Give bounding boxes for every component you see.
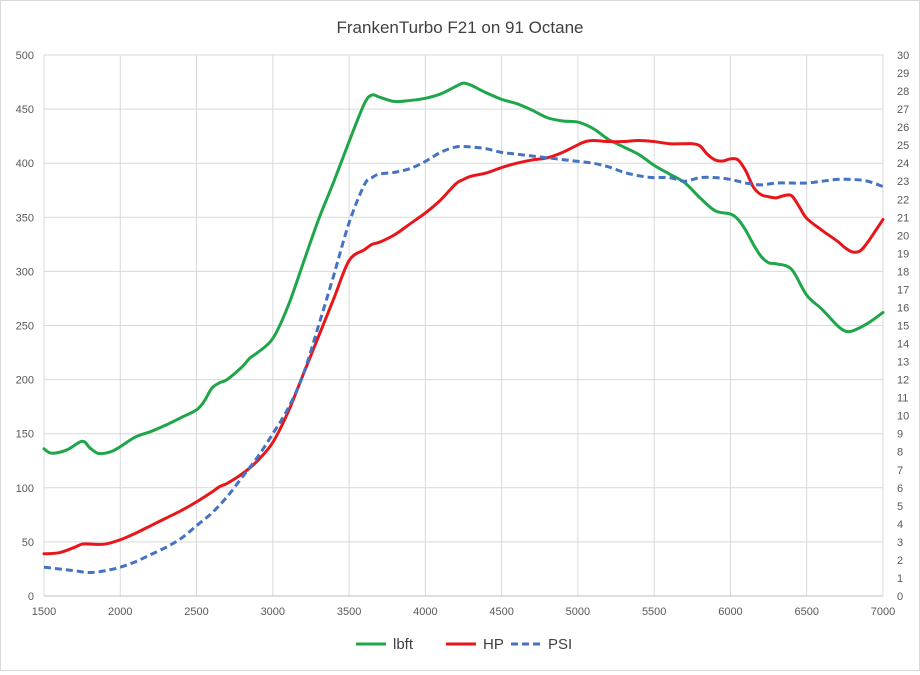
y-axis-left: 0 50 100 150 200 250 300 350 400 450 500 (16, 50, 34, 603)
y-right-tick-label: 29 (897, 68, 909, 80)
y-right-tick-label: 23 (897, 176, 909, 188)
y-left-tick-label: 100 (16, 483, 34, 495)
x-tick-label: 6500 (794, 606, 818, 618)
y-right-tick-label: 7 (897, 465, 903, 477)
y-right-tick-label: 10 (897, 411, 909, 423)
x-tick-label: 4500 (489, 606, 513, 618)
y-left-tick-label: 350 (16, 212, 34, 224)
y-right-tick-label: 13 (897, 357, 909, 369)
legend-label-lbft: lbft (393, 636, 414, 653)
y-left-tick-label: 150 (16, 429, 34, 441)
y-right-tick-label: 15 (897, 321, 909, 333)
y-left-tick-label: 300 (16, 266, 34, 278)
y-right-tick-label: 12 (897, 375, 909, 387)
y-axis-right: 0123456789101112131415161718192021222324… (897, 50, 909, 603)
x-tick-label: 5500 (642, 606, 666, 618)
y-right-tick-label: 16 (897, 302, 909, 314)
x-axis: 1500 2000 2500 3000 3500 4000 4500 5000 5500 6000… (32, 595, 895, 618)
series-layer (42, 81, 885, 575)
y-right-tick-label: 0 (897, 591, 903, 603)
y-right-tick-label: 28 (897, 86, 909, 98)
x-tick-label: 5000 (566, 606, 590, 618)
y-left-tick-label: 500 (16, 50, 34, 62)
x-tick-label: 2500 (184, 606, 208, 618)
y-right-tick-label: 18 (897, 266, 909, 278)
y-right-tick-label: 8 (897, 447, 903, 459)
x-tick-label: 1500 (32, 606, 56, 618)
x-tick-label: 7000 (871, 606, 895, 618)
y-right-tick-label: 6 (897, 483, 903, 495)
y-right-tick-label: 25 (897, 140, 909, 152)
y-right-tick-label: 30 (897, 50, 909, 62)
y-right-tick-label: 9 (897, 429, 903, 441)
x-tick-label: 4000 (413, 606, 437, 618)
y-left-tick-label: 450 (16, 104, 34, 116)
y-left-tick-label: 250 (16, 321, 34, 333)
x-tick-label: 2000 (108, 606, 132, 618)
y-right-tick-label: 4 (897, 519, 903, 531)
y-right-tick-label: 22 (897, 194, 909, 206)
y-right-tick-label: 21 (897, 212, 909, 224)
series-line-psi (43, 144, 884, 575)
y-right-tick-label: 11 (897, 393, 908, 405)
y-left-tick-label: 400 (16, 158, 34, 170)
legend-label-hp: HP (483, 636, 504, 653)
y-right-tick-label: 1 (897, 573, 903, 585)
y-right-tick-label: 2 (897, 555, 903, 567)
y-right-tick-label: 19 (897, 248, 909, 260)
series-line-lbft (42, 81, 885, 456)
y-right-tick-label: 3 (897, 537, 903, 549)
y-right-tick-label: 26 (897, 122, 909, 134)
y-right-tick-label: 27 (897, 104, 909, 116)
chart-title: FrankenTurbo F21 on 91 Octane (337, 18, 584, 37)
x-tick-label: 6000 (718, 606, 742, 618)
y-left-tick-label: 50 (22, 537, 34, 549)
series-line-hp (42, 138, 885, 556)
y-right-tick-label: 24 (897, 158, 909, 170)
y-right-tick-label: 17 (897, 284, 909, 296)
gridlines (43, 54, 884, 597)
legend: lbft HP PSI (356, 636, 572, 653)
y-left-tick-label: 0 (28, 591, 34, 603)
x-tick-label: 3000 (261, 606, 285, 618)
x-tick-label: 3500 (337, 606, 361, 618)
legend-label-psi: PSI (548, 636, 572, 653)
y-right-tick-label: 14 (897, 339, 909, 351)
y-left-tick-label: 200 (16, 375, 34, 387)
y-right-tick-label: 5 (897, 501, 903, 513)
y-right-tick-label: 20 (897, 230, 909, 242)
